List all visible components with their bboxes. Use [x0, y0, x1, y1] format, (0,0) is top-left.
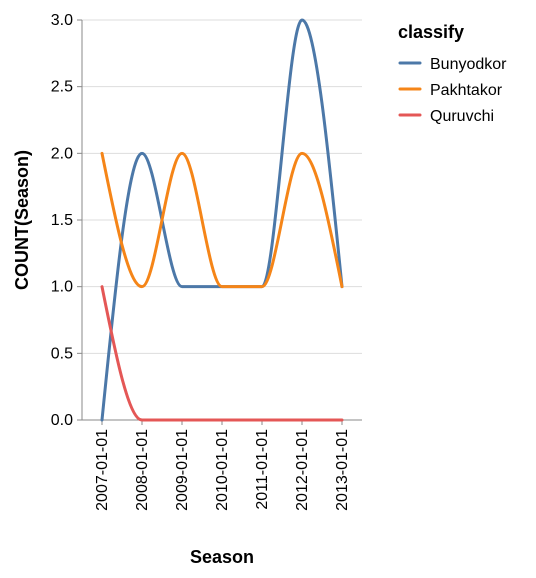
y-tick-label: 3.0 — [51, 12, 73, 29]
y-tick-label: 1.0 — [51, 279, 73, 296]
y-tick-label: 1.5 — [51, 212, 73, 229]
y-axis-title: COUNT(Season) — [12, 150, 32, 290]
y-tick-label: 2.5 — [51, 79, 73, 96]
legend-label-pakhtakor: Pakhtakor — [430, 82, 503, 99]
x-tick-label: 2013-01-01 — [334, 429, 351, 511]
legend-label-quruvchi: Quruvchi — [430, 108, 494, 125]
legend-items: Bunyodkor Pakhtakor Quruvchi — [398, 56, 507, 125]
x-tick-label: 2009-01-01 — [174, 429, 191, 511]
x-tick-label: 2011-01-01 — [254, 429, 271, 510]
x-axis-ticks: 2007-01-01 2008-01-01 2009-01-01 2010-01-01… — [94, 420, 351, 511]
series-lines — [100, 18, 344, 422]
x-axis-title: Season — [190, 547, 254, 567]
y-tick-label: 2.0 — [51, 145, 73, 162]
x-tick-label: 2010-01-01 — [214, 429, 231, 511]
legend-title: classify — [398, 22, 464, 42]
x-tick-label: 2007-01-01 — [94, 429, 111, 511]
y-tick-label: 0.0 — [51, 412, 73, 429]
legend-label-bunyodkor: Bunyodkor — [430, 56, 507, 73]
series-line-pakhtakor — [100, 151, 344, 289]
legend: classify Bunyodkor Pakhtakor Quruvchi — [398, 22, 507, 125]
series-line-quruvchi — [100, 285, 344, 422]
y-tick-label: 0.5 — [51, 345, 73, 362]
x-tick-label: 2012-01-01 — [294, 429, 311, 511]
x-tick-label: 2008-01-01 — [134, 429, 151, 511]
y-axis-ticks: 0.0 0.5 1.0 1.5 2.0 2.5 3.0 — [51, 12, 82, 429]
